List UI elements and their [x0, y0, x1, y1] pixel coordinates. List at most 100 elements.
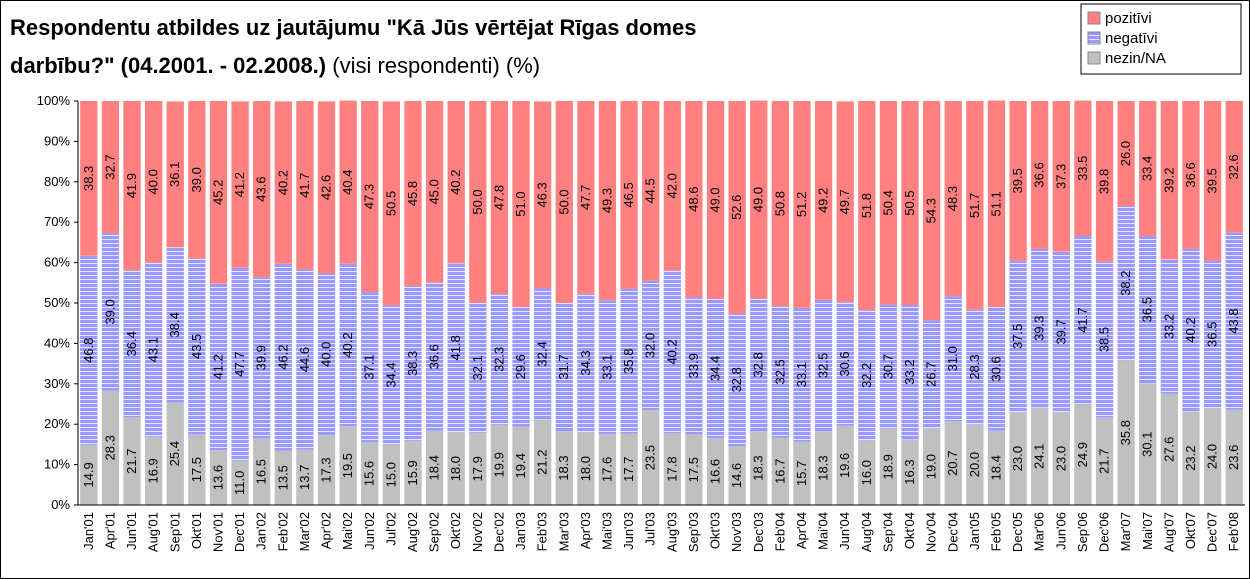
- x-tick-label: Aug'01: [146, 512, 161, 552]
- bar-segment: [620, 433, 638, 505]
- bar-segment: [425, 101, 444, 283]
- y-tick-label: 20%: [44, 416, 70, 431]
- bar-segment: [1009, 101, 1027, 261]
- bar-segment: [404, 440, 422, 505]
- bar-segment: [512, 426, 530, 505]
- x-tick-label: Jun'04: [837, 512, 852, 550]
- data-label: 38.2: [1118, 271, 1133, 296]
- x-tick-label: Mar'07: [1118, 512, 1133, 551]
- bar-segment: [1117, 360, 1135, 505]
- data-label: 26.0: [1118, 141, 1133, 166]
- bar-segment: [274, 263, 292, 451]
- bar-segment: [425, 430, 444, 505]
- x-tick-label: Mar'06: [1032, 512, 1047, 551]
- bar-segment: [966, 101, 984, 310]
- data-label: 31.0: [945, 346, 960, 371]
- bar-segment: [858, 310, 876, 441]
- bar-segment: [1139, 235, 1157, 384]
- data-label: 24.1: [1032, 444, 1047, 469]
- bar-segment: [209, 450, 228, 505]
- bar-segment: [987, 100, 1006, 308]
- bar-segment: [555, 101, 573, 303]
- data-label: 16.9: [146, 458, 161, 483]
- data-label: 50.0: [470, 189, 485, 214]
- bar-segment: [101, 233, 120, 391]
- bar-segment: [728, 101, 746, 314]
- bar-segment: [620, 101, 638, 289]
- bar-segment: [166, 101, 184, 248]
- bar-segment: [209, 283, 228, 451]
- bar-segment: [598, 300, 617, 434]
- data-label: 20.0: [967, 452, 982, 477]
- data-label: 42.6: [319, 175, 334, 200]
- x-tick-label: Apr'03: [578, 512, 593, 549]
- bar-segment: [922, 428, 941, 505]
- bar-segment: [123, 101, 141, 271]
- data-label: 49.3: [599, 188, 614, 213]
- bar-segment: [944, 296, 962, 422]
- x-tick-label: Dec'03: [751, 512, 766, 552]
- bar-segment: [966, 424, 984, 505]
- data-label: 46.5: [621, 182, 636, 207]
- bar-segment: [793, 307, 811, 442]
- data-label: 21.7: [1097, 449, 1112, 474]
- bar-segment: [1009, 412, 1027, 505]
- bar-segment: [80, 444, 98, 505]
- data-label: 38.3: [405, 351, 420, 376]
- data-label: 30.7: [880, 354, 895, 379]
- data-label: 16.7: [772, 459, 787, 484]
- data-label: 35.8: [1118, 420, 1133, 445]
- bar-segment: [944, 421, 962, 505]
- chart-title-line: Respondentu atbildes uz jautājumu "Kā Jū…: [10, 15, 696, 40]
- data-label: 17.5: [189, 457, 204, 482]
- bar-segment: [382, 444, 401, 505]
- bar-segment: [1031, 407, 1049, 505]
- bar-segment: [512, 101, 530, 308]
- data-label: 19.9: [491, 452, 506, 477]
- data-label: 39.9: [254, 345, 269, 370]
- legend-label: negatīvi: [1105, 30, 1158, 47]
- data-label: 40.4: [340, 170, 355, 195]
- legend: [1080, 3, 1242, 75]
- data-label: 39.8: [1097, 169, 1112, 194]
- data-label: 27.6: [1161, 437, 1176, 462]
- data-label: 14.9: [81, 462, 96, 487]
- data-label: 21.7: [124, 449, 139, 474]
- x-tick-label: Dec'07: [1205, 512, 1220, 552]
- data-label: 33.2: [902, 359, 917, 384]
- x-tick-label: Dec'02: [491, 512, 506, 552]
- bar-segment: [144, 101, 163, 263]
- data-label: 16.5: [254, 459, 269, 484]
- x-tick-label: Jul'03: [643, 512, 658, 546]
- data-label: 52.6: [729, 195, 744, 220]
- bar-segment: [642, 410, 660, 505]
- data-label: 48.3: [945, 186, 960, 211]
- bar-segment: [555, 303, 573, 432]
- data-label: 23.5: [643, 445, 658, 470]
- x-tick-label: Jan'05: [967, 512, 982, 550]
- data-label: 17.6: [599, 457, 614, 482]
- bar-segment: [1139, 101, 1157, 236]
- data-label: 18.3: [751, 455, 766, 480]
- data-label: 39.7: [1053, 319, 1068, 344]
- y-tick-label: 60%: [44, 255, 70, 270]
- bar-segment: [642, 280, 660, 411]
- data-label: 36.5: [1205, 322, 1220, 347]
- bar-segment: [1182, 248, 1200, 412]
- bar-segment: [425, 282, 444, 431]
- bar-segment: [123, 270, 141, 418]
- bar-segment: [339, 426, 357, 505]
- data-label: 38.3: [81, 166, 96, 191]
- data-label: 33.1: [599, 354, 614, 379]
- bar-segment: [296, 101, 314, 270]
- data-label: 39.2: [1161, 168, 1176, 193]
- data-label: 34.4: [383, 362, 398, 387]
- bar-segment: [339, 100, 357, 264]
- data-label: 18.4: [427, 455, 442, 480]
- data-label: 41.7: [297, 173, 312, 198]
- data-label: 23.0: [1010, 446, 1025, 471]
- data-label: 45.8: [405, 181, 420, 206]
- x-tick-label: Aug'07: [1161, 512, 1176, 552]
- bar-segment: [1031, 101, 1049, 249]
- data-label: 49.0: [708, 187, 723, 212]
